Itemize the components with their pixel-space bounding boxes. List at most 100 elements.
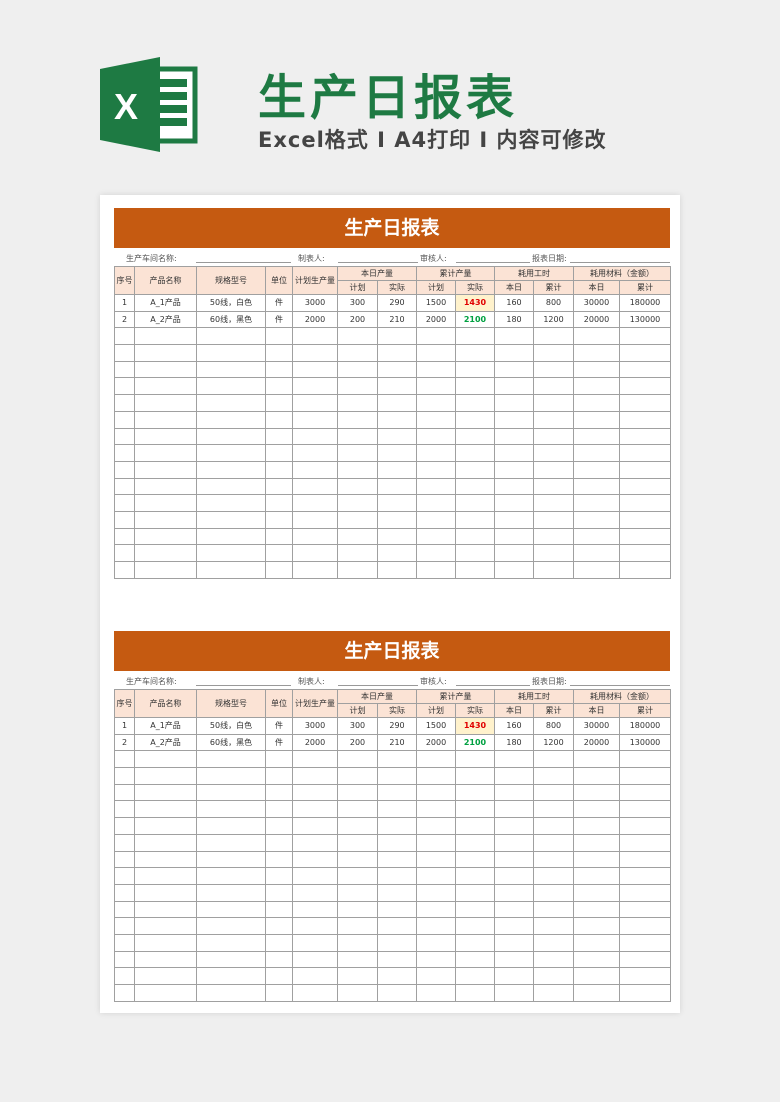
table-cell[interactable] — [265, 850, 293, 869]
table-cell[interactable] — [337, 900, 378, 919]
table-cell[interactable] — [292, 394, 338, 412]
table-cell[interactable] — [377, 933, 417, 952]
table-cell[interactable] — [416, 444, 456, 462]
table-cell[interactable] — [265, 327, 293, 346]
table-cell[interactable] — [292, 327, 338, 346]
table-cell[interactable] — [455, 867, 495, 885]
table-cell[interactable] — [134, 477, 197, 496]
table-cell[interactable] — [533, 494, 574, 512]
table-cell[interactable] — [196, 327, 266, 346]
table-cell[interactable] — [196, 867, 266, 885]
table-cell[interactable] — [573, 850, 620, 869]
table-cell[interactable] — [134, 867, 197, 885]
table-cell[interactable] — [196, 900, 266, 919]
table-cell[interactable] — [292, 917, 338, 935]
table-cell[interactable] — [377, 410, 417, 429]
table-cell[interactable] — [573, 327, 620, 346]
table-cell[interactable]: 3000 — [292, 717, 338, 735]
table-cell[interactable]: 2100 — [455, 310, 495, 329]
table-cell[interactable] — [114, 883, 135, 902]
table-cell[interactable] — [292, 967, 338, 985]
table-cell[interactable] — [619, 883, 671, 902]
table-cell[interactable] — [455, 477, 495, 496]
table-cell[interactable] — [455, 510, 495, 529]
table-cell[interactable] — [619, 360, 671, 379]
table-cell[interactable] — [619, 494, 671, 512]
table-cell[interactable] — [265, 867, 293, 885]
table-cell[interactable] — [377, 377, 417, 396]
table-cell[interactable] — [533, 444, 574, 462]
table-cell[interactable] — [455, 783, 495, 802]
table-cell[interactable] — [134, 494, 197, 512]
table-cell[interactable]: 210 — [377, 733, 417, 752]
table-cell[interactable] — [416, 477, 456, 496]
table-cell[interactable] — [619, 817, 671, 835]
table-cell[interactable] — [337, 544, 378, 562]
table-cell[interactable] — [265, 494, 293, 512]
reviewer-field[interactable] — [456, 262, 530, 263]
table-cell[interactable] — [573, 477, 620, 496]
table-cell[interactable]: A_1产品 — [134, 717, 197, 735]
table-cell[interactable] — [134, 460, 197, 479]
table-cell[interactable] — [494, 833, 534, 852]
table-cell[interactable] — [619, 460, 671, 479]
table-cell[interactable] — [416, 510, 456, 529]
table-cell[interactable] — [134, 933, 197, 952]
reviewer-field[interactable] — [456, 685, 530, 686]
table-cell[interactable] — [455, 967, 495, 985]
table-cell[interactable]: 20000 — [573, 733, 620, 752]
table-cell[interactable] — [292, 377, 338, 396]
table-cell[interactable] — [134, 800, 197, 819]
table-cell[interactable] — [573, 460, 620, 479]
table-cell[interactable] — [265, 394, 293, 412]
table-cell[interactable] — [494, 444, 534, 462]
table-cell[interactable]: 件 — [265, 733, 293, 752]
table-cell[interactable] — [619, 867, 671, 885]
table-cell[interactable]: 1500 — [416, 717, 456, 735]
table-cell[interactable] — [416, 750, 456, 769]
table-cell[interactable] — [292, 427, 338, 446]
table-cell[interactable] — [292, 850, 338, 869]
table-cell[interactable] — [265, 477, 293, 496]
table-cell[interactable]: 2 — [114, 310, 135, 329]
table-cell[interactable] — [573, 444, 620, 462]
table-cell[interactable] — [337, 833, 378, 852]
table-cell[interactable] — [494, 883, 534, 902]
table-cell[interactable]: 50线，白色 — [196, 717, 266, 735]
table-cell[interactable] — [455, 933, 495, 952]
table-cell[interactable]: 60线，黑色 — [196, 310, 266, 329]
table-cell[interactable] — [337, 933, 378, 952]
table-cell[interactable] — [533, 327, 574, 346]
table-cell[interactable] — [377, 833, 417, 852]
table-cell[interactable] — [619, 527, 671, 546]
table-cell[interactable] — [265, 950, 293, 969]
table-cell[interactable] — [573, 933, 620, 952]
table-cell[interactable] — [134, 544, 197, 562]
table-cell[interactable] — [416, 883, 456, 902]
table-cell[interactable] — [377, 783, 417, 802]
table-cell[interactable] — [337, 917, 378, 935]
table-cell[interactable] — [533, 750, 574, 769]
table-cell[interactable]: 210 — [377, 310, 417, 329]
table-cell[interactable] — [114, 850, 135, 869]
table-cell[interactable] — [494, 460, 534, 479]
table-cell[interactable]: 300 — [337, 294, 378, 312]
table-cell[interactable]: 2000 — [292, 310, 338, 329]
table-cell[interactable] — [196, 967, 266, 985]
table-cell[interactable] — [416, 360, 456, 379]
table-cell[interactable] — [573, 783, 620, 802]
table-cell[interactable] — [377, 477, 417, 496]
table-cell[interactable] — [114, 950, 135, 969]
table-cell[interactable] — [416, 800, 456, 819]
table-cell[interactable] — [619, 510, 671, 529]
table-cell[interactable] — [377, 817, 417, 835]
table-cell[interactable]: 290 — [377, 717, 417, 735]
table-cell[interactable]: 件 — [265, 310, 293, 329]
table-cell[interactable]: 件 — [265, 717, 293, 735]
table-cell[interactable] — [533, 783, 574, 802]
table-cell[interactable] — [377, 950, 417, 969]
table-cell[interactable] — [114, 544, 135, 562]
table-cell[interactable] — [455, 427, 495, 446]
table-cell[interactable] — [134, 444, 197, 462]
table-cell[interactable] — [265, 933, 293, 952]
